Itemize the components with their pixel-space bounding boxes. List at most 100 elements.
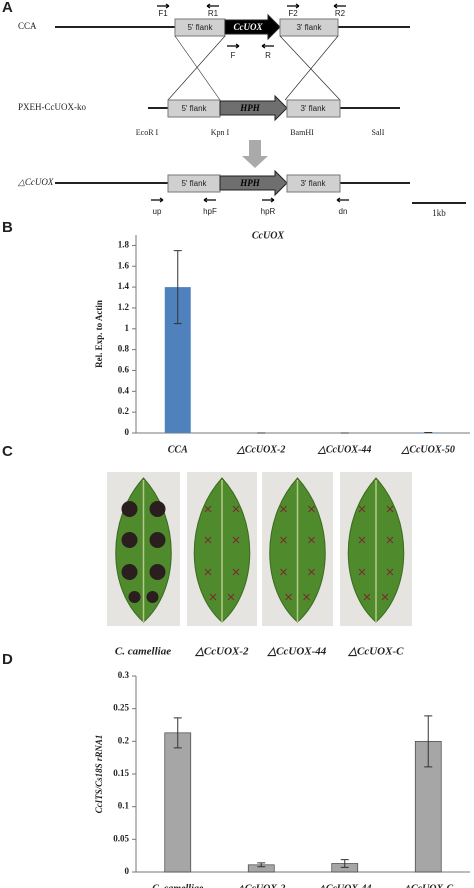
x-tick-label: △CcUOX-2: [236, 444, 285, 455]
lesion: [121, 501, 138, 517]
error-bar: [340, 859, 349, 868]
flank-label: 5' flank: [181, 179, 207, 188]
panel-label: C: [2, 443, 13, 460]
inoculation-mark: [232, 536, 240, 544]
lesion: [149, 532, 166, 548]
chart-title: CcUOX: [252, 230, 285, 241]
x-tick-label: △CcUOX-50: [401, 444, 455, 455]
error-bar: [424, 715, 433, 768]
x-tick-label: CCA: [168, 444, 188, 455]
x-tick-label: △CcUOX-44: [317, 883, 371, 888]
primer-label: dn: [339, 207, 348, 216]
inoculation-mark: [303, 593, 310, 601]
primer-arrow: [203, 197, 216, 203]
caption: △CcUOX-C: [348, 646, 405, 658]
mutant-label: △CcUOX: [17, 177, 54, 187]
flank-label: 5' flank: [181, 104, 207, 113]
inoculation-mark: [285, 593, 292, 601]
primer-label: R: [265, 51, 271, 60]
y-tick-label: 1.8: [118, 239, 130, 249]
panel-label: A: [2, 0, 13, 16]
error-bar: [257, 862, 266, 868]
primer-label: hpF: [203, 207, 217, 216]
flank-label: 3' flank: [300, 104, 326, 113]
lesion: [121, 532, 138, 548]
marker-label: HPH: [239, 103, 260, 113]
primer-label: F1: [158, 9, 168, 18]
caption: △CcUOX-44: [267, 646, 327, 658]
gene-label: CcUOX: [234, 22, 264, 32]
y-tick-label: 0.2: [118, 735, 130, 745]
marker-label: HPH: [239, 178, 260, 188]
lesion: [149, 564, 166, 580]
lesion: [121, 564, 138, 580]
y-tick-label: 0.8: [118, 344, 130, 354]
y-tick-label: 0.3: [118, 670, 130, 680]
inoculation-mark: [280, 568, 287, 576]
inoculation-mark: [232, 568, 240, 576]
primer-label: hpR: [261, 207, 276, 216]
inoculation-mark: [386, 568, 394, 576]
panel-label: B: [2, 219, 13, 236]
inoculation-mark: [232, 505, 240, 513]
y-tick-label: 0: [125, 866, 130, 876]
scale-label: 1kb: [432, 208, 446, 218]
inoculation-mark: [308, 536, 315, 544]
site-label: EcoR I: [136, 128, 159, 137]
y-tick-label: 0.25: [113, 703, 129, 713]
flank-label: 3' flank: [300, 179, 326, 188]
flank-label: 3' flank: [296, 23, 322, 32]
primer-arrow: [262, 197, 275, 203]
error-bar: [173, 717, 182, 749]
inoculation-mark: [280, 505, 287, 513]
primer-arrow: [333, 3, 346, 9]
inoculation-mark: [386, 536, 394, 544]
y-tick-label: 0.2: [118, 406, 130, 416]
y-tick-label: 0.4: [118, 385, 130, 395]
construct-diagram: [55, 13, 466, 204]
primer-arrow: [227, 43, 240, 49]
site-label: Kpn I: [211, 128, 230, 137]
inoculation-mark: [227, 593, 235, 601]
inoculation-mark: [363, 593, 371, 601]
error-bar: [173, 250, 182, 325]
caption: C. camelliae: [115, 646, 171, 658]
primer-arrow: [336, 197, 349, 203]
primer-label: F: [231, 51, 236, 60]
inoculation-mark: [204, 505, 212, 513]
bar: [164, 732, 192, 873]
inoculation-mark: [308, 568, 315, 576]
lesion: [128, 591, 141, 603]
site-label: BamHI: [290, 128, 314, 137]
primer-label: up: [153, 207, 162, 216]
y-tick-label: 0.15: [113, 768, 129, 778]
x-tick-label: △CcUOX-2: [236, 883, 285, 888]
y-axis-label: CcITS/Cs18S rRNA1: [94, 735, 104, 814]
primer-arrow: [261, 43, 274, 49]
inoculation-mark: [358, 536, 366, 544]
inoculation-mark: [358, 505, 366, 513]
x-tick-label: △CcUOX-C: [402, 883, 453, 888]
y-tick-label: 0.1: [118, 801, 130, 811]
x-tick-label: C. camelliae: [152, 883, 204, 888]
y-tick-label: 1.6: [118, 260, 130, 270]
inoculation-mark: [204, 568, 212, 576]
panel-label: D: [2, 651, 13, 668]
strain-label: CCA: [18, 21, 37, 31]
primer-arrow: [287, 3, 300, 9]
y-tick-label: 1.2: [118, 302, 130, 312]
inoculation-mark: [386, 505, 394, 513]
inoculation-mark: [280, 536, 287, 544]
flank-label: 5' flank: [187, 23, 213, 32]
primer-label: R2: [335, 9, 346, 18]
primer-arrow: [151, 197, 164, 203]
y-tick-label: 0: [125, 427, 130, 437]
lesion: [146, 591, 159, 603]
inoculation-mark: [204, 536, 212, 544]
y-tick-label: 1: [125, 323, 130, 333]
y-axis-label: Rel. Exp. to Actin: [94, 300, 104, 368]
inoculation-mark: [381, 593, 389, 601]
inoculation-mark: [358, 568, 366, 576]
y-tick-label: 0.6: [118, 365, 130, 375]
